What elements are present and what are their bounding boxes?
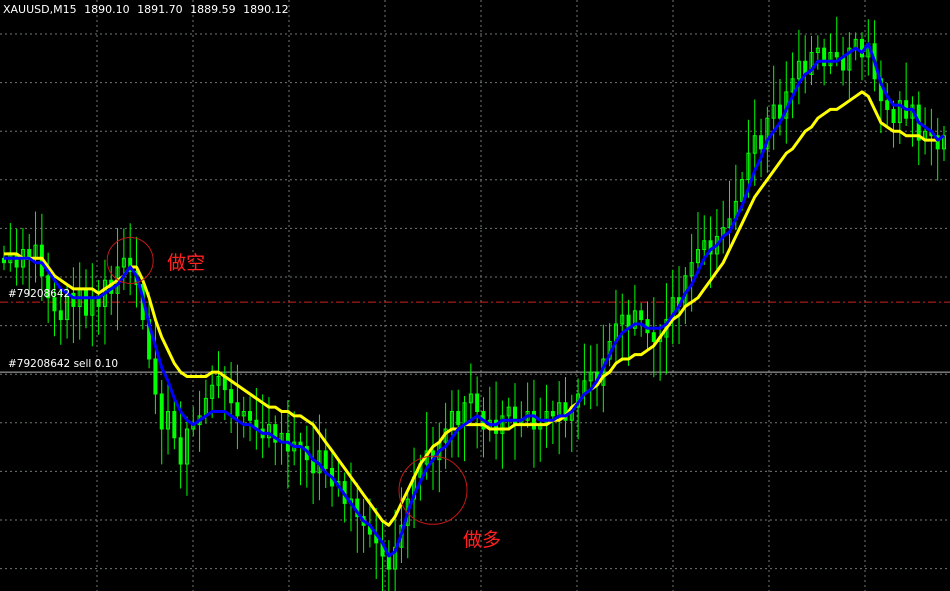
candle-body: [796, 60, 801, 80]
candle-body: [121, 257, 126, 268]
candle-body: [229, 389, 234, 404]
candle-body: [513, 406, 518, 426]
candle-body: [84, 288, 89, 316]
candle-body: [746, 152, 751, 180]
ohlc-low: 1889.59: [190, 3, 236, 16]
candle-body: [651, 332, 656, 342]
order-label-stop[interactable]: #79208642: [8, 288, 71, 301]
candle-body: [822, 47, 827, 67]
candle-body: [216, 375, 221, 386]
candle-body: [248, 411, 253, 421]
candle-body: [52, 297, 57, 312]
ma-slow-line: [4, 90, 945, 527]
candle-body: [71, 292, 76, 307]
candle-body: [834, 52, 839, 58]
candle-body: [759, 135, 764, 150]
moving-averages: [4, 42, 945, 558]
candle-body: [777, 104, 782, 119]
annotation-circle: [398, 455, 468, 525]
candle-body: [153, 358, 158, 395]
candle-body: [172, 411, 177, 439]
candle-body: [475, 393, 480, 413]
candle-body: [790, 78, 795, 93]
candle-body: [468, 393, 473, 404]
candle-body: [184, 428, 189, 465]
candle-body: [689, 262, 694, 277]
candle-body: [771, 104, 776, 119]
candle-body: [323, 450, 328, 469]
candle-body: [695, 249, 700, 264]
chart-header: XAUUSD,M15 1890.10 1891.70 1889.59 1890.…: [3, 3, 293, 16]
candle-body: [727, 218, 732, 229]
candle-body: [46, 275, 51, 299]
candle-body: [847, 47, 852, 71]
candle-body: [765, 117, 770, 150]
candle-body: [815, 47, 820, 54]
candle-body: [178, 437, 183, 465]
annotation-circle: [106, 236, 154, 284]
candle-body: [386, 555, 391, 570]
candle-body: [859, 38, 864, 58]
candle-body: [935, 135, 940, 150]
candle-body: [500, 415, 505, 434]
candle-body: [639, 310, 644, 321]
candle-body: [494, 419, 499, 434]
order-lines: [0, 301, 950, 373]
candle-body: [702, 240, 707, 251]
candle-body: [506, 406, 511, 417]
annotation-short: 做空: [167, 252, 206, 275]
order-label-sell[interactable]: #79208642 sell 0.10: [8, 358, 119, 371]
symbol-timeframe: XAUUSD,M15: [3, 3, 77, 16]
candle-body: [166, 411, 171, 430]
candle-body: [273, 424, 278, 443]
ohlc-high: 1891.70: [137, 3, 183, 16]
candle-body: [456, 411, 461, 426]
candle-body: [885, 100, 890, 110]
ohlc-open: 1890.10: [84, 3, 130, 16]
candle-body: [531, 411, 536, 430]
candle-body: [550, 411, 555, 417]
candle-body: [620, 314, 625, 325]
candle-body: [159, 393, 164, 430]
annotation-long: 做多: [462, 529, 501, 552]
ma-fast-line: [4, 42, 945, 558]
candle-body: [828, 52, 833, 67]
annotation-circles: [106, 236, 468, 525]
candle-body: [588, 371, 593, 382]
candle-body: [128, 257, 133, 272]
candle-body: [241, 411, 246, 417]
candle-body: [58, 310, 63, 321]
candle-body: [210, 384, 215, 399]
ohlc-close: 1890.12: [243, 3, 289, 16]
candle-body: [752, 135, 757, 154]
candle-body: [632, 310, 637, 329]
candle-body: [809, 52, 814, 75]
candle-body: [891, 108, 896, 124]
candle-body: [897, 100, 902, 124]
candle-body: [266, 424, 271, 439]
candle-body: [235, 402, 240, 417]
